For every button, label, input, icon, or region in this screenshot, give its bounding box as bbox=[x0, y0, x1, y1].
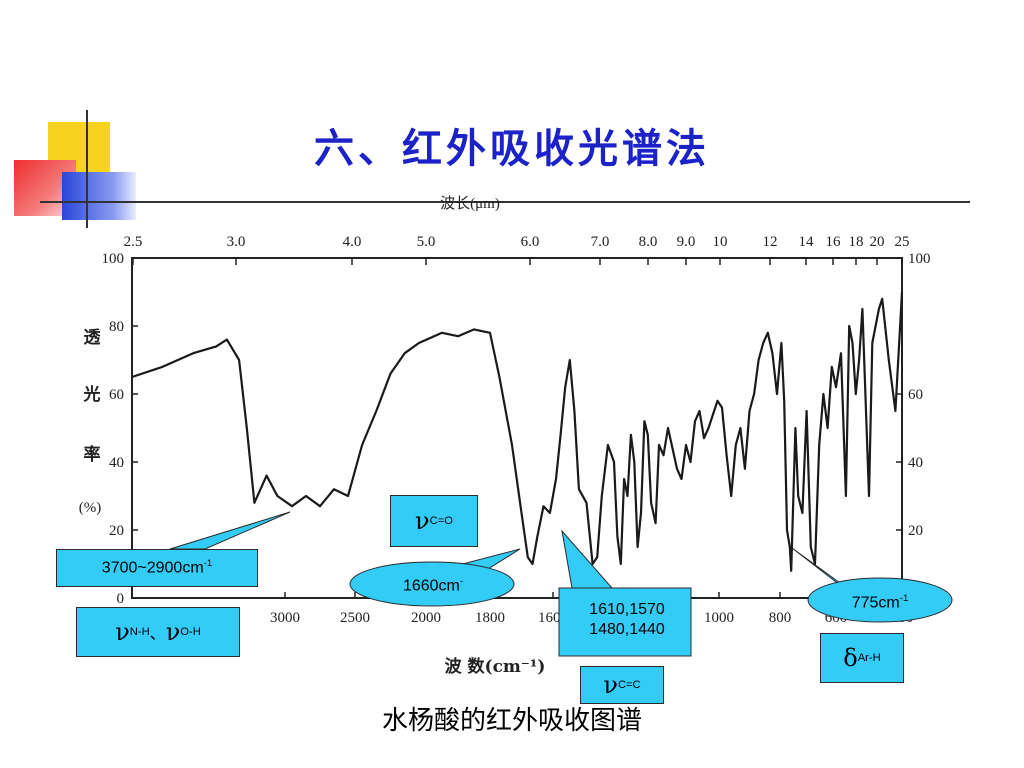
y-axis-label-char-3: 率 bbox=[84, 444, 101, 465]
bottom-tick-label: 800 bbox=[769, 610, 792, 626]
bottom-tick-label: 2500 bbox=[340, 610, 370, 626]
label-nu-co: ν C=O bbox=[390, 495, 478, 547]
top-tick-label: 2.5 bbox=[124, 234, 143, 250]
top-tick-label: 12 bbox=[763, 234, 778, 250]
top-tick-label: 7.0 bbox=[591, 234, 610, 250]
callout-nh-oh-range: 3700~2900cm-1 bbox=[56, 549, 258, 587]
top-tick-label: 25 bbox=[895, 234, 910, 250]
right-transmittance-axis: 100 60 40 20 bbox=[896, 251, 931, 539]
top-tick-label: 16 bbox=[826, 234, 842, 250]
right-tick-label: 20 bbox=[908, 523, 923, 539]
chart-frame bbox=[131, 257, 903, 599]
bottom-tick-label: 1800 bbox=[475, 610, 505, 626]
callout-ellipse-arh bbox=[807, 577, 953, 623]
top-tick-label: 6.0 bbox=[521, 234, 540, 250]
left-tick-label: 0 bbox=[117, 591, 125, 607]
y-axis-label-char-2: 光 bbox=[83, 384, 101, 405]
co-value-text: 1660cm- bbox=[402, 576, 464, 595]
callout-pointer-nh-oh bbox=[169, 511, 291, 550]
callout-ellipse-co bbox=[349, 561, 515, 607]
label-nu-nh-oh: ν N-H、 ν O-H bbox=[76, 607, 240, 657]
nh-oh-range-text: 3700~2900cm-1 bbox=[101, 558, 213, 577]
spectrum-series-line bbox=[131, 291, 904, 572]
right-tick-label: 60 bbox=[908, 387, 923, 403]
top-tick-label: 10 bbox=[713, 234, 728, 250]
label-nu-cc: ν C=C bbox=[580, 666, 664, 704]
bottom-tick-label: 2000 bbox=[411, 610, 441, 626]
y-axis-label: 透 光 率 (%) bbox=[79, 327, 102, 516]
bottom-tick-label: 1000 bbox=[704, 610, 734, 626]
slide-title: 六、红外吸收光谱法 bbox=[314, 125, 710, 172]
y-axis-label-char-1: 透 bbox=[84, 327, 102, 348]
left-transmittance-axis: 100 80 60 40 20 0 bbox=[102, 251, 138, 607]
top-tick-label: 3.0 bbox=[227, 234, 246, 250]
left-tick-label: 60 bbox=[109, 387, 124, 403]
arh-value-text: 775cm-1 bbox=[851, 593, 909, 612]
deco-vertical-line bbox=[86, 110, 88, 228]
deco-blue-square bbox=[62, 172, 136, 220]
top-axis-label: 波长(μm) bbox=[440, 195, 500, 212]
top-tick-label: 18 bbox=[849, 234, 864, 250]
right-tick-label: 40 bbox=[908, 455, 923, 471]
bottom-tick-label: 3000 bbox=[270, 610, 300, 626]
plot-border bbox=[131, 257, 903, 599]
top-tick-label: 14 bbox=[799, 234, 815, 250]
label-delta-arh: δ Ar-H bbox=[820, 633, 904, 683]
y-axis-label-unit: (%) bbox=[79, 500, 102, 516]
callout-shapes bbox=[169, 511, 953, 657]
top-tick-label: 5.0 bbox=[417, 234, 436, 250]
chart-caption: 水杨酸的红外吸收图谱 bbox=[381, 706, 642, 736]
deco-horizontal-line bbox=[40, 201, 970, 203]
top-tick-label: 4.0 bbox=[343, 234, 362, 250]
left-tick-label: 40 bbox=[109, 455, 124, 471]
callout-box-cc bbox=[558, 587, 692, 657]
left-tick-label: 80 bbox=[109, 319, 124, 335]
callout-pointer-cc bbox=[561, 529, 614, 589]
top-wavelength-axis: 2.5 3.0 4.0 5.0 6.0 7.0 8.0 9.0 10 12 14 16 18 20 25 bbox=[124, 234, 910, 265]
top-tick-label: 9.0 bbox=[677, 234, 696, 250]
top-tick-label: 20 bbox=[870, 234, 885, 250]
top-tick-label: 8.0 bbox=[639, 234, 658, 250]
x-axis-label: 波 数(cm⁻¹) bbox=[445, 656, 546, 677]
cc-values-text: 1610,1570 1480,1440 bbox=[589, 601, 665, 638]
right-tick-label: 100 bbox=[908, 251, 931, 267]
left-tick-label: 20 bbox=[109, 523, 124, 539]
left-tick-label: 100 bbox=[102, 251, 125, 267]
